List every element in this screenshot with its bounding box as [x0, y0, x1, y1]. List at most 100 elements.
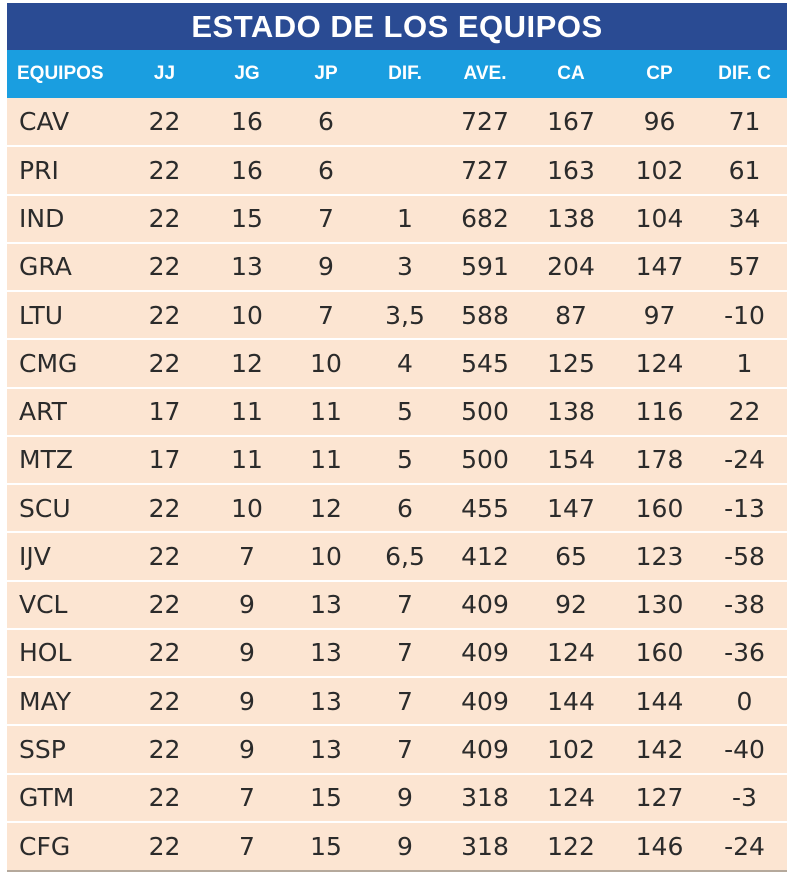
cell-team: SCU: [7, 484, 122, 534]
cell-jg: 7: [239, 831, 255, 861]
cell-cp: 146: [635, 831, 684, 861]
cell-ave: 588: [445, 291, 525, 341]
cell-ca: 65: [525, 532, 617, 582]
cell-jp: 6: [287, 146, 365, 196]
cell-jg: 13: [207, 242, 287, 293]
cell-jp: 6: [287, 98, 365, 148]
cell-jp: 9: [287, 242, 365, 293]
cell-cp: 160: [617, 628, 702, 679]
cell-dif: 1: [365, 194, 445, 244]
cell-jg: 9: [207, 580, 287, 630]
cell-jg: 11: [207, 435, 287, 486]
column-header-jg: JG: [234, 63, 260, 84]
cell-cp: 123: [617, 532, 702, 582]
table-row: SSP 22 9 13 7 409 102 142 -40: [7, 725, 787, 775]
cell-jg: 12: [207, 339, 287, 389]
cell-cp: 144: [617, 677, 702, 727]
cell-cp: 97: [617, 291, 702, 341]
cell-dif-c: 61: [702, 146, 787, 196]
cell-jj: 22: [122, 194, 207, 244]
cell-jj: 17: [122, 387, 207, 437]
cell-jj: 22: [122, 628, 207, 679]
table-row: MAY 22 9 13 7 409 144 144 0: [7, 677, 787, 727]
cell-cp: 124: [617, 339, 702, 389]
column-header-dif: DIF.: [388, 63, 422, 84]
table-row: GTM 22 7 15 9 318 124 127 -3: [7, 773, 787, 823]
cell-dif: 3,5: [365, 291, 445, 341]
cell-cp: 160: [617, 484, 702, 534]
cell-team: HOL: [7, 628, 122, 679]
table-row: HOL 22 9 13 7 409 124 160 -36: [7, 628, 787, 679]
bottom-divider: [7, 870, 787, 872]
cell-ave: 455: [445, 484, 525, 534]
cell-jj: 22: [122, 580, 207, 630]
cell-ca: 154: [525, 435, 617, 486]
cell-ave: 412: [445, 532, 525, 582]
cell-cp: 96: [617, 98, 702, 148]
standings-panel: ESTADO DE LOS EQUIPOS EQUIPOS JJ JG JP DIF. A…: [7, 3, 787, 875]
cell-ave: 500: [445, 435, 525, 486]
table-row: SCU 22 10 12 6 455 147 160 -13: [7, 484, 787, 534]
cell-jp: 15: [287, 773, 365, 823]
column-header-jp: JP: [314, 63, 338, 84]
cell-dif-c: -36: [702, 628, 787, 679]
cell-jp: 13: [287, 677, 365, 727]
cell-ca: 167: [525, 98, 617, 148]
cell-team: MAY: [7, 677, 122, 727]
table-body: CAV 22 16 6 727 167 96 71 PRI 22 16 6 727 163 102 61 IND…: [7, 98, 787, 870]
cell-dif-c: 34: [702, 194, 787, 244]
cell-ave: 591: [445, 242, 525, 293]
cell-dif-c: -13: [702, 484, 787, 534]
cell-dif: 7: [365, 580, 445, 630]
cell-jp: 13: [287, 628, 365, 679]
cell-team: LTU: [7, 291, 122, 341]
cell-jp: 13: [287, 725, 365, 775]
cell-ave: 409: [445, 580, 525, 630]
cell-ca: 124: [525, 628, 617, 679]
cell-jj: 22: [148, 831, 181, 861]
cell-dif-c: 71: [702, 98, 787, 148]
cell-jg: 9: [207, 628, 287, 679]
cell-ave: 727: [445, 98, 525, 148]
cell-jj: 22: [122, 773, 207, 823]
cell-ave: 682: [445, 194, 525, 244]
cell-team: ART: [7, 387, 122, 437]
cell-cp: 102: [617, 146, 702, 196]
cell-jj: 17: [122, 435, 207, 486]
table-row: IND 22 15 7 1 682 138 104 34: [7, 194, 787, 244]
header-row: EQUIPOS JJ JG JP DIF. AVE. CA CP DIF. C: [7, 50, 787, 98]
table-row: CFG 22 7 15 9 318 122 146 -24: [7, 821, 787, 870]
cell-ave: 409: [445, 628, 525, 679]
cell-jj: 22: [122, 725, 207, 775]
cell-ca: 124: [525, 773, 617, 823]
table-row: VCL 22 9 13 7 409 92 130 -38: [7, 580, 787, 630]
cell-ave: 409: [445, 677, 525, 727]
cell-ca: 138: [525, 387, 617, 437]
table-row: ART 17 11 11 5 500 138 116 22: [7, 387, 787, 437]
cell-jj: 22: [122, 532, 207, 582]
cell-dif: [365, 98, 445, 148]
column-header-dif-c: DIF. C: [718, 63, 771, 84]
cell-jp: 11: [287, 435, 365, 486]
column-header-team: EQUIPOS: [17, 63, 104, 84]
cell-team: CAV: [7, 98, 122, 148]
cell-dif: 7: [365, 677, 445, 727]
cell-team: GTM: [7, 773, 122, 823]
cell-ca: 163: [525, 146, 617, 196]
cell-jg: 10: [207, 291, 287, 341]
cell-cp: 130: [617, 580, 702, 630]
cell-dif: 9: [365, 773, 445, 823]
cell-jp: 15: [310, 831, 342, 861]
cell-jp: 10: [287, 532, 365, 582]
cell-jj: 22: [122, 484, 207, 534]
cell-cp: 116: [617, 387, 702, 437]
cell-cp: 104: [617, 194, 702, 244]
cell-ca: 147: [525, 484, 617, 534]
cell-dif: 6,5: [365, 532, 445, 582]
cell-ave: 727: [445, 146, 525, 196]
cell-dif-c: 57: [702, 242, 787, 293]
cell-jj: 22: [122, 242, 207, 293]
cell-jg: 7: [207, 532, 287, 582]
cell-jg: 15: [207, 194, 287, 244]
cell-cp: 178: [617, 435, 702, 486]
